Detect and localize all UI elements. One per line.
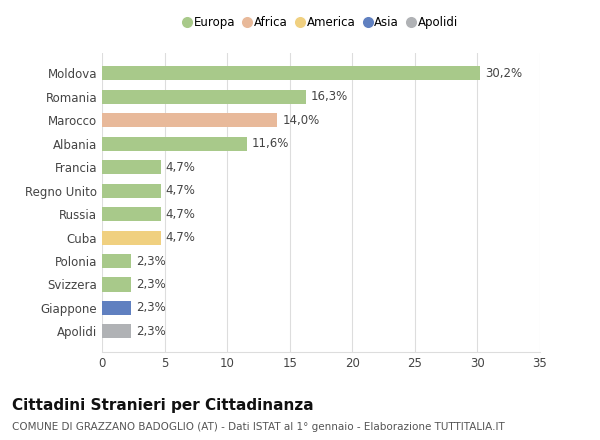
Bar <box>102 301 131 315</box>
Text: 11,6%: 11,6% <box>252 137 290 150</box>
Bar <box>102 183 161 198</box>
Bar <box>102 278 131 292</box>
Bar <box>102 160 161 174</box>
Bar <box>102 113 277 127</box>
Text: 4,7%: 4,7% <box>166 184 196 197</box>
Text: 2,3%: 2,3% <box>136 325 166 338</box>
Text: 2,3%: 2,3% <box>136 278 166 291</box>
Text: 14,0%: 14,0% <box>282 114 319 127</box>
Text: COMUNE DI GRAZZANO BADOGLIO (AT) - Dati ISTAT al 1° gennaio - Elaborazione TUTTI: COMUNE DI GRAZZANO BADOGLIO (AT) - Dati … <box>12 422 505 432</box>
Bar <box>102 137 247 151</box>
Text: 4,7%: 4,7% <box>166 231 196 244</box>
Bar <box>102 66 480 81</box>
Text: 4,7%: 4,7% <box>166 208 196 220</box>
Bar <box>102 324 131 338</box>
Text: 30,2%: 30,2% <box>485 67 522 80</box>
Text: 2,3%: 2,3% <box>136 301 166 315</box>
Text: Cittadini Stranieri per Cittadinanza: Cittadini Stranieri per Cittadinanza <box>12 398 314 413</box>
Text: 16,3%: 16,3% <box>311 90 348 103</box>
Bar <box>102 90 306 104</box>
Legend: Europa, Africa, America, Asia, Apolidi: Europa, Africa, America, Asia, Apolidi <box>182 14 460 32</box>
Bar <box>102 207 161 221</box>
Text: 4,7%: 4,7% <box>166 161 196 174</box>
Bar <box>102 254 131 268</box>
Text: 2,3%: 2,3% <box>136 254 166 268</box>
Bar <box>102 231 161 245</box>
